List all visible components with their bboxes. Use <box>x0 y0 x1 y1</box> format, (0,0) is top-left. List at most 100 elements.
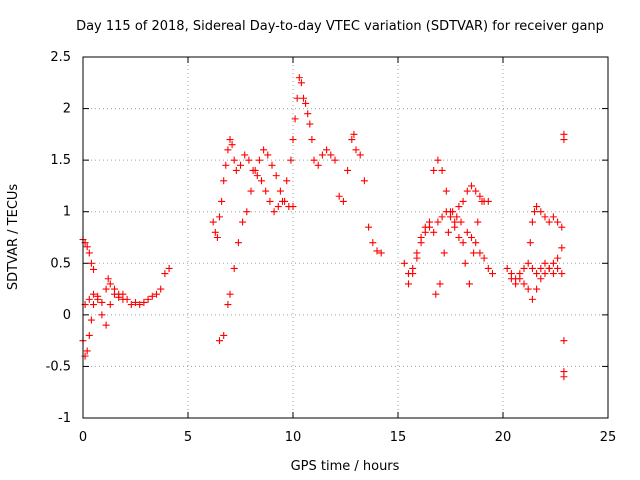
data-point <box>230 264 238 272</box>
data-point <box>85 295 93 303</box>
data-point <box>545 218 553 226</box>
data-point <box>224 146 232 154</box>
grid-lines <box>83 57 608 418</box>
data-point <box>209 218 217 226</box>
data-point <box>478 197 486 205</box>
y-tick-label: 0 <box>63 308 71 323</box>
data-point <box>512 280 520 288</box>
data-point <box>524 259 532 267</box>
data-points <box>79 74 568 381</box>
data-point <box>237 161 244 169</box>
data-point <box>417 234 425 241</box>
series-sdtvar-track-d <box>216 146 297 345</box>
data-point <box>266 197 274 205</box>
axis-ticks: 0 5 10 15 20 25 2.5 2 1.5 1 0.5 0 -0.5 -1 <box>46 50 617 445</box>
data-point <box>136 301 144 309</box>
data-point <box>537 275 545 283</box>
data-point <box>465 280 473 288</box>
chart-title: Day 115 of 2018, Sidereal Day-to-day VTE… <box>76 19 604 34</box>
data-point <box>528 218 536 226</box>
x-tick-label: 0 <box>79 430 87 445</box>
data-point <box>560 373 568 381</box>
data-point <box>85 249 93 257</box>
series-sdtvar-isolated <box>560 130 568 381</box>
data-point <box>426 218 433 226</box>
data-point <box>232 166 240 174</box>
data-point <box>468 182 475 190</box>
data-point <box>258 177 265 185</box>
data-point <box>335 192 343 200</box>
data-point <box>304 110 312 118</box>
data-point <box>549 270 557 278</box>
data-point <box>211 228 219 236</box>
series-sdtvar-track-f <box>405 156 496 288</box>
data-point <box>222 161 230 169</box>
data-point <box>558 244 566 252</box>
data-point <box>558 223 566 231</box>
data-point <box>226 136 234 144</box>
data-point <box>230 156 238 164</box>
data-point <box>226 290 234 298</box>
data-point <box>216 337 223 345</box>
data-point <box>276 187 284 195</box>
data-point <box>531 208 538 216</box>
data-point <box>476 192 484 200</box>
data-point <box>558 270 566 278</box>
data-point <box>470 249 478 257</box>
data-point <box>489 270 496 278</box>
data-point <box>369 239 377 247</box>
data-point <box>308 136 316 144</box>
data-point <box>434 156 442 164</box>
data-point <box>449 208 457 216</box>
x-tick-label: 5 <box>184 430 192 445</box>
data-point <box>281 197 289 205</box>
data-point <box>434 218 442 226</box>
data-point <box>106 280 114 288</box>
data-point <box>255 156 263 164</box>
data-point <box>106 301 114 309</box>
data-point <box>87 316 95 324</box>
y-axis-label: SDTVAR / TECUs <box>6 184 21 291</box>
data-point <box>287 156 295 164</box>
data-point <box>132 298 139 306</box>
data-point <box>153 290 160 298</box>
data-point <box>541 270 549 278</box>
data-point <box>430 166 438 174</box>
data-point <box>350 130 358 138</box>
data-point <box>503 264 511 272</box>
data-point <box>274 203 282 211</box>
data-point <box>165 264 173 272</box>
data-point <box>283 177 291 185</box>
x-tick-label: 15 <box>390 430 407 445</box>
data-point <box>438 213 446 221</box>
data-point <box>90 301 97 309</box>
data-point <box>560 136 568 144</box>
data-point <box>545 264 553 272</box>
data-point <box>438 166 446 174</box>
data-point <box>409 270 417 278</box>
data-point <box>405 280 412 288</box>
data-point <box>323 146 331 154</box>
data-point <box>472 239 480 247</box>
data-point <box>537 264 545 272</box>
data-point <box>507 275 515 283</box>
data-point <box>293 94 301 102</box>
data-point <box>360 177 368 185</box>
data-point <box>365 223 373 231</box>
data-point <box>247 187 255 195</box>
data-point <box>484 264 492 272</box>
data-point <box>455 203 463 211</box>
data-point <box>421 223 429 231</box>
data-point <box>102 321 110 329</box>
data-point <box>468 234 475 241</box>
data-point <box>224 301 232 309</box>
data-point <box>115 290 123 298</box>
data-point <box>356 151 364 159</box>
series-sdtvar-track-c <box>209 74 385 257</box>
data-point <box>291 115 299 123</box>
data-point <box>373 247 381 255</box>
data-point <box>463 228 471 236</box>
data-point <box>300 94 307 102</box>
data-point <box>348 136 356 144</box>
